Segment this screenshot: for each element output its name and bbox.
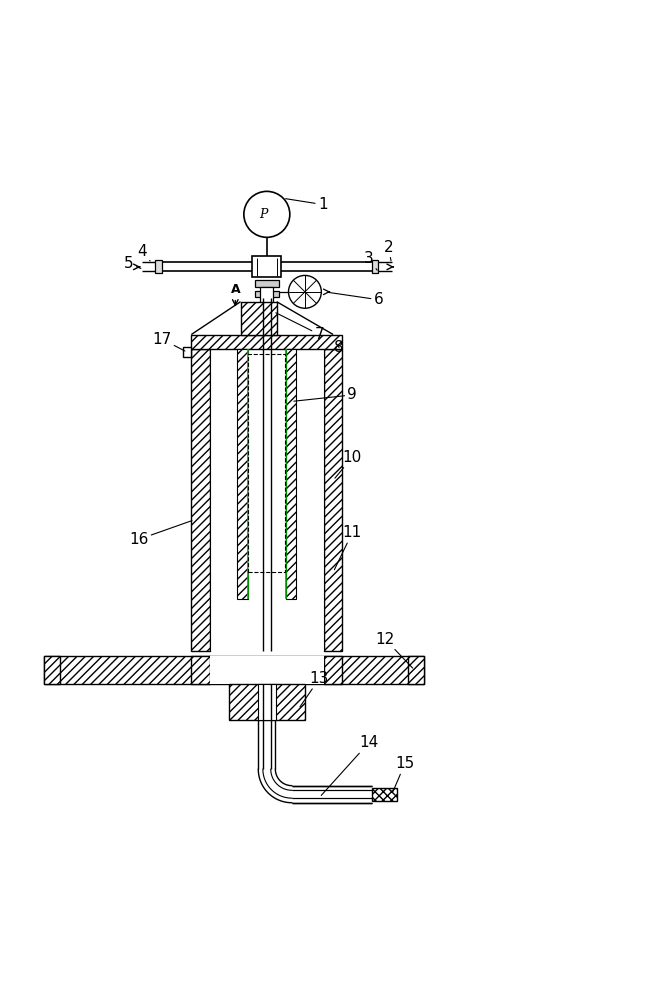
Text: 10: 10 <box>335 450 362 478</box>
Bar <box>192 335 342 349</box>
Text: P: P <box>259 208 267 221</box>
Bar <box>324 349 342 651</box>
Bar <box>192 349 209 651</box>
Text: 17: 17 <box>152 332 185 351</box>
Bar <box>44 656 424 684</box>
Text: 15: 15 <box>393 756 414 792</box>
Bar <box>237 349 248 598</box>
Text: A: A <box>293 283 303 296</box>
Text: 14: 14 <box>321 735 378 795</box>
Bar <box>155 260 162 273</box>
Text: 2: 2 <box>384 240 393 261</box>
Bar <box>241 302 277 335</box>
Circle shape <box>289 275 321 308</box>
Text: 12: 12 <box>376 632 413 668</box>
Bar <box>184 347 192 357</box>
Text: 1: 1 <box>286 197 327 212</box>
Bar <box>209 656 324 684</box>
Bar <box>255 291 279 297</box>
Text: 16: 16 <box>129 521 192 547</box>
Bar <box>44 656 60 684</box>
Bar <box>253 256 281 277</box>
Text: 6: 6 <box>327 292 383 307</box>
Text: 4: 4 <box>137 244 150 261</box>
Text: A: A <box>231 283 240 296</box>
Text: 3: 3 <box>364 251 377 270</box>
Text: 11: 11 <box>334 525 362 570</box>
Bar <box>372 788 397 801</box>
Text: 9: 9 <box>294 387 357 402</box>
Text: 13: 13 <box>300 671 329 707</box>
Bar <box>286 349 297 598</box>
Text: 5: 5 <box>124 256 141 271</box>
Bar <box>372 260 378 273</box>
Bar <box>249 354 285 572</box>
Bar <box>192 656 209 684</box>
Bar <box>260 287 273 309</box>
Bar <box>257 684 276 720</box>
Circle shape <box>244 191 290 237</box>
Bar <box>255 280 279 287</box>
Bar <box>324 656 342 684</box>
Text: 8: 8 <box>334 340 344 355</box>
Bar <box>209 349 324 651</box>
Bar <box>408 656 424 684</box>
Text: 7: 7 <box>276 313 324 342</box>
Bar <box>229 684 305 720</box>
